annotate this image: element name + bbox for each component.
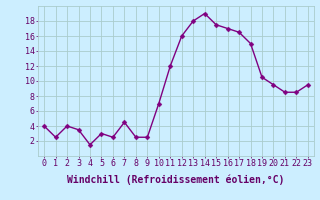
X-axis label: Windchill (Refroidissement éolien,°C): Windchill (Refroidissement éolien,°C) xyxy=(67,174,285,185)
